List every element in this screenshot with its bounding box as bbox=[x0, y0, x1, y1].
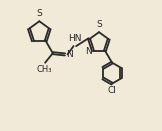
Text: S: S bbox=[96, 20, 102, 29]
Text: Cl: Cl bbox=[108, 86, 116, 95]
Text: N: N bbox=[85, 47, 91, 56]
Text: S: S bbox=[36, 9, 42, 18]
Text: N: N bbox=[67, 50, 73, 59]
Text: CH₃: CH₃ bbox=[37, 65, 52, 74]
Text: HN: HN bbox=[68, 34, 81, 43]
